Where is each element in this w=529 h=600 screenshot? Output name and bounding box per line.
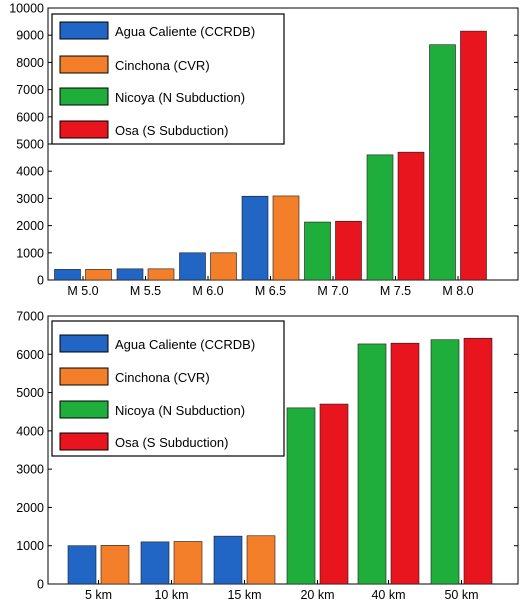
x-tick-label: M 8.0 <box>442 284 473 298</box>
legend-label: Osa (S Subduction) <box>115 123 228 138</box>
x-tick-label: M 5.5 <box>130 284 161 298</box>
bar <box>147 268 175 281</box>
bar <box>100 545 130 585</box>
legend: Agua Caliente (CCRDB) Cinchona (CVR) Nicoy… <box>51 13 285 145</box>
chart-1: 0 1000 2000 3000 4000 5000 6000 7000 8000 9000 100… <box>9 2 519 298</box>
y-tick-label: 6000 <box>16 348 44 362</box>
y-tick-label: 0 <box>37 274 44 288</box>
y-tick-label: 6000 <box>16 110 44 124</box>
y-tick-label: 1000 <box>16 246 44 260</box>
y-tick-label: 2000 <box>16 219 44 233</box>
bar <box>304 221 331 281</box>
legend-label: Agua Caliente (CCRDB) <box>115 337 255 352</box>
x-tick-label: M 6.0 <box>192 284 223 298</box>
x-tick-label: 50 km <box>444 588 478 600</box>
bar <box>241 195 269 281</box>
x-tick-label: M 5.0 <box>67 284 98 298</box>
y-tick-label: 2000 <box>16 501 44 515</box>
bar <box>366 154 394 281</box>
bar <box>319 403 349 585</box>
bar <box>210 252 237 281</box>
x-tick-label: 15 km <box>227 588 261 600</box>
y-tick-label: 9000 <box>16 29 44 43</box>
plot-frame <box>47 315 519 585</box>
x-tick-label: M 7.0 <box>317 284 348 298</box>
y-tick-label: 0 <box>37 578 44 592</box>
bar <box>140 541 170 585</box>
legend-swatch <box>59 400 109 419</box>
legend-label: Osa (S Subduction) <box>115 435 228 450</box>
x-tick-label: M 7.5 <box>380 284 411 298</box>
bar <box>54 269 81 281</box>
bar <box>85 269 112 281</box>
y-tick-label: 8000 <box>16 56 44 70</box>
y-tick-label: 4000 <box>16 424 44 438</box>
bar <box>460 30 487 281</box>
bar <box>116 268 144 281</box>
bar <box>463 337 493 585</box>
y-tick-label: 5000 <box>16 386 44 400</box>
legend-label: Cinchona (CVR) <box>115 58 210 73</box>
legend-swatch <box>59 432 109 451</box>
y-tick-label: 5000 <box>16 138 44 152</box>
x-tick-label: 10 km <box>154 588 188 600</box>
legend-label: Cinchona (CVR) <box>115 370 210 385</box>
bar <box>67 545 97 585</box>
bar <box>357 343 387 585</box>
bar <box>397 151 425 281</box>
x-tick-label: 20 km <box>300 588 334 600</box>
x-tick-label: M 6.5 <box>255 284 286 298</box>
legend-swatch <box>59 21 109 40</box>
legend-swatch <box>59 55 109 74</box>
chart-2: 0 1000 2000 3000 4000 5000 6000 7000 5 km 10 km 15… <box>16 310 519 600</box>
y-tick-label: 3000 <box>16 192 44 206</box>
legend-swatch <box>59 87 109 106</box>
x-tick-label: 40 km <box>371 588 405 600</box>
bar <box>286 407 316 585</box>
bar <box>179 252 206 281</box>
legend-label: Nicoya (N Subduction) <box>115 90 245 105</box>
legend-label: Nicoya (N Subduction) <box>115 403 245 418</box>
y-tick-label: 3000 <box>16 463 44 477</box>
y-tick-label: 7000 <box>16 310 44 324</box>
bar <box>429 44 456 281</box>
legend-swatch <box>59 367 109 386</box>
legend-label: Agua Caliente (CCRDB) <box>115 24 255 39</box>
legend: Agua Caliente (CCRDB) Cinchona (CVR) Nicoy… <box>51 320 285 457</box>
x-tick-label: 5 km <box>85 588 112 600</box>
y-tick-label: 1000 <box>16 539 44 553</box>
y-tick-label: 10000 <box>9 2 44 16</box>
bar <box>335 220 362 281</box>
legend-swatch <box>59 334 109 353</box>
bar <box>430 339 460 585</box>
y-tick-label: 4000 <box>16 165 44 179</box>
bar <box>246 535 276 585</box>
bar <box>173 541 203 585</box>
bar <box>272 195 300 281</box>
y-tick-label: 7000 <box>16 83 44 97</box>
bar <box>390 342 420 585</box>
bar <box>213 535 243 585</box>
legend-swatch <box>59 120 109 139</box>
